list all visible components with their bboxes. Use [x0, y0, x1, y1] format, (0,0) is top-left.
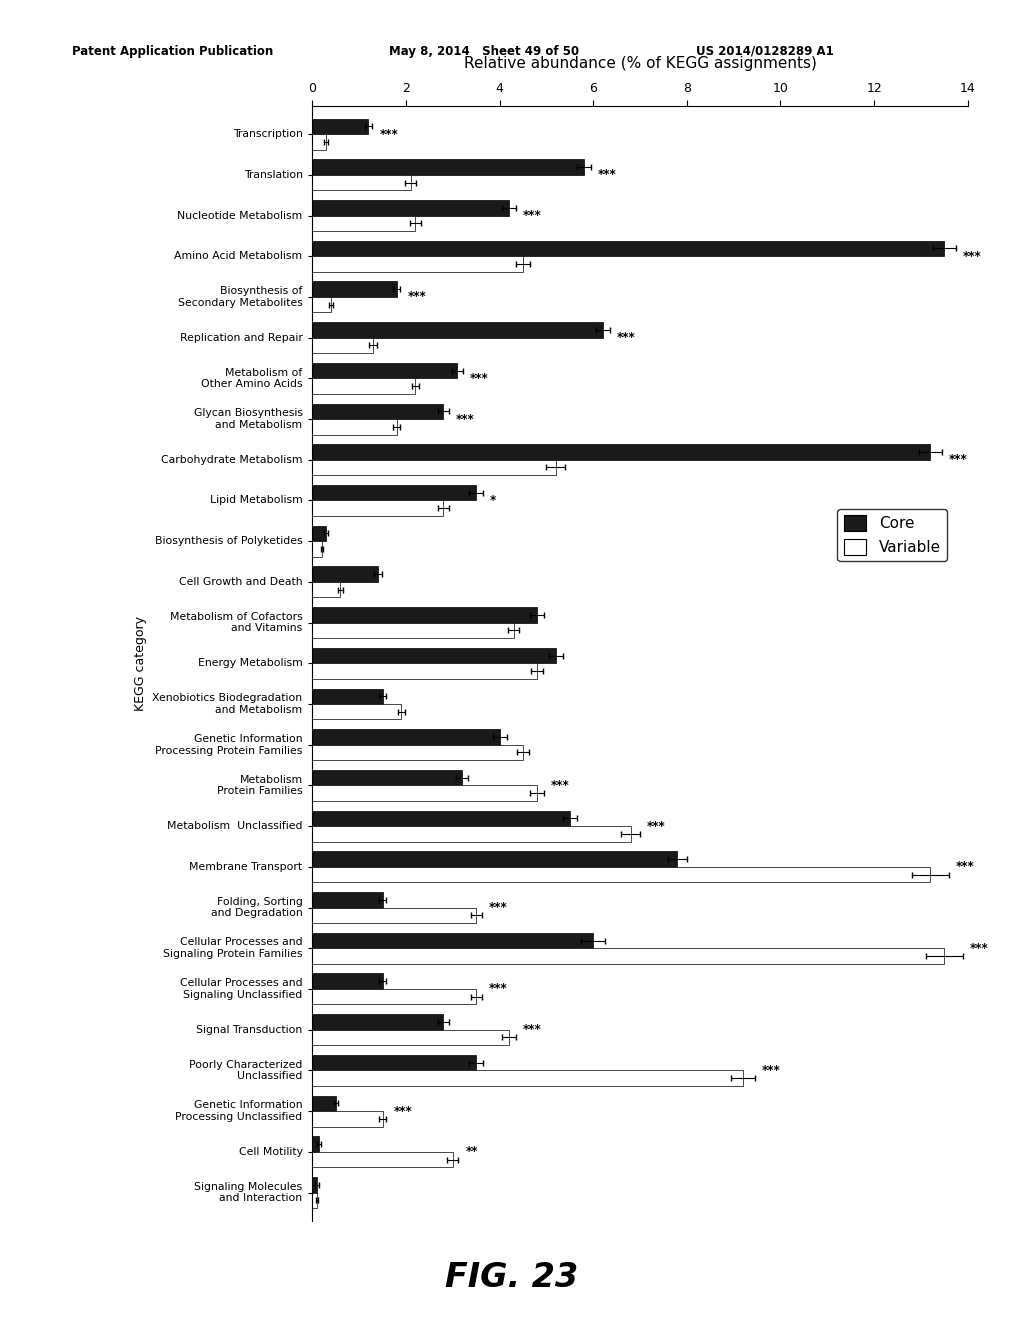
Text: ***: ***: [523, 209, 542, 222]
Bar: [312, 160, 584, 174]
Text: ***: ***: [408, 290, 426, 304]
Text: FIG. 23: FIG. 23: [445, 1261, 579, 1294]
Bar: [312, 770, 462, 785]
Bar: [312, 1111, 383, 1126]
Bar: [312, 379, 416, 393]
Bar: [312, 851, 678, 867]
Bar: [312, 623, 514, 638]
Bar: [312, 1096, 336, 1111]
Bar: [312, 867, 930, 882]
Bar: [312, 826, 631, 842]
Bar: [312, 973, 383, 989]
Bar: [312, 566, 378, 582]
Title: Relative abundance (% of KEGG assignments): Relative abundance (% of KEGG assignment…: [464, 57, 816, 71]
Bar: [312, 174, 411, 190]
Bar: [312, 663, 537, 678]
Text: ***: ***: [762, 1064, 780, 1077]
Legend: Core, Variable: Core, Variable: [838, 510, 947, 561]
Bar: [312, 1177, 317, 1192]
Text: ***: ***: [470, 372, 488, 385]
Bar: [312, 500, 443, 516]
Bar: [312, 1137, 319, 1152]
Bar: [312, 459, 556, 475]
Bar: [312, 1014, 443, 1030]
Bar: [312, 484, 476, 500]
Bar: [312, 785, 537, 801]
Text: ***: ***: [598, 169, 616, 181]
Text: ***: ***: [647, 820, 666, 833]
Y-axis label: KEGG category: KEGG category: [134, 616, 146, 710]
Bar: [312, 1192, 317, 1208]
Bar: [312, 297, 331, 313]
Text: ***: ***: [963, 249, 982, 263]
Bar: [312, 338, 373, 354]
Text: ***: ***: [523, 1023, 542, 1036]
Text: Patent Application Publication: Patent Application Publication: [72, 45, 273, 58]
Text: ***: ***: [393, 1105, 412, 1118]
Bar: [312, 810, 569, 826]
Bar: [312, 119, 369, 135]
Bar: [312, 201, 509, 215]
Bar: [312, 445, 930, 459]
Text: **: **: [465, 1146, 478, 1158]
Text: ***: ***: [488, 902, 508, 913]
Text: ***: ***: [956, 861, 975, 874]
Text: *: *: [490, 494, 497, 507]
Bar: [312, 607, 537, 623]
Text: ***: ***: [488, 982, 508, 995]
Bar: [312, 281, 396, 297]
Text: ***: ***: [970, 941, 989, 954]
Bar: [312, 908, 476, 923]
Bar: [312, 892, 383, 908]
Bar: [312, 1071, 743, 1086]
Bar: [312, 1030, 509, 1045]
Text: ***: ***: [616, 331, 635, 345]
Text: May 8, 2014   Sheet 49 of 50: May 8, 2014 Sheet 49 of 50: [389, 45, 580, 58]
Text: US 2014/0128289 A1: US 2014/0128289 A1: [696, 45, 835, 58]
Bar: [312, 135, 327, 149]
Bar: [312, 256, 523, 272]
Bar: [312, 744, 523, 760]
Bar: [312, 240, 944, 256]
Bar: [312, 1055, 476, 1071]
Bar: [312, 363, 458, 379]
Bar: [312, 215, 416, 231]
Bar: [312, 704, 401, 719]
Bar: [312, 541, 322, 557]
Bar: [312, 525, 327, 541]
Bar: [312, 418, 396, 434]
Bar: [312, 648, 556, 663]
Bar: [312, 582, 340, 598]
Bar: [312, 948, 944, 964]
Text: ***: ***: [379, 128, 398, 141]
Bar: [312, 933, 593, 948]
Bar: [312, 689, 383, 704]
Text: ***: ***: [551, 779, 569, 792]
Bar: [312, 989, 476, 1005]
Text: ***: ***: [949, 453, 968, 466]
Bar: [312, 1152, 453, 1167]
Text: ***: ***: [456, 413, 475, 425]
Bar: [312, 404, 443, 418]
Bar: [312, 729, 500, 744]
Bar: [312, 322, 602, 338]
